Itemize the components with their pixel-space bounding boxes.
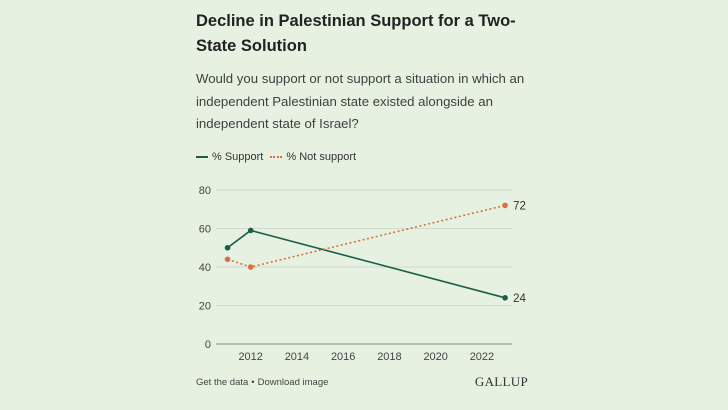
y-tick-label-0: 0 bbox=[205, 339, 211, 351]
x-tick-label-2014: 2014 bbox=[285, 351, 309, 363]
download-image-link[interactable]: Download image bbox=[257, 377, 329, 388]
y-tick-label-60: 60 bbox=[199, 224, 211, 236]
data-point-support-2012 bbox=[247, 227, 254, 234]
legend-item-support: % Support bbox=[196, 151, 263, 163]
series-line-not-support bbox=[227, 204, 506, 268]
x-tick-label-2020: 2020 bbox=[423, 351, 447, 363]
get-data-link[interactable]: Get the data bbox=[196, 377, 249, 388]
legend-item-not-support: % Not support bbox=[270, 151, 356, 163]
chart-subtitle: Would you support or not support a situa… bbox=[196, 71, 525, 131]
data-point-not-support-2011 bbox=[224, 256, 231, 263]
x-tick-label-2018: 2018 bbox=[377, 351, 401, 363]
data-point-support-2011 bbox=[224, 244, 231, 251]
data-point-not-support-2012 bbox=[247, 264, 254, 270]
chart-legend: % Support % Not support bbox=[196, 149, 363, 165]
footer-separator: • bbox=[251, 377, 255, 388]
gallup-logo: GALLUP bbox=[474, 374, 528, 389]
end-label-not-support: 72 bbox=[513, 200, 526, 212]
legend-swatch-not-support bbox=[270, 156, 283, 158]
legend-label-not-support: % Not support bbox=[286, 151, 357, 163]
y-tick-label-20: 20 bbox=[199, 301, 211, 313]
data-point-not-support-2023 bbox=[502, 202, 508, 209]
chart-title: Decline in Palestinian Support for a Two… bbox=[196, 12, 516, 55]
data-point-support-2023 bbox=[502, 295, 508, 301]
footer-links: Get the data • Download image bbox=[196, 377, 328, 388]
legend-label-support: % Support bbox=[212, 151, 264, 163]
x-tick-label-2012: 2012 bbox=[238, 351, 262, 363]
end-label-support: 24 bbox=[513, 293, 526, 305]
y-tick-label-40: 40 bbox=[199, 262, 211, 274]
y-tick-label-80: 80 bbox=[199, 185, 211, 197]
x-tick-label-2022: 2022 bbox=[470, 351, 494, 363]
x-tick-label-2016: 2016 bbox=[331, 351, 355, 363]
legend-swatch-support bbox=[196, 156, 208, 158]
series-line-support bbox=[227, 229, 506, 299]
